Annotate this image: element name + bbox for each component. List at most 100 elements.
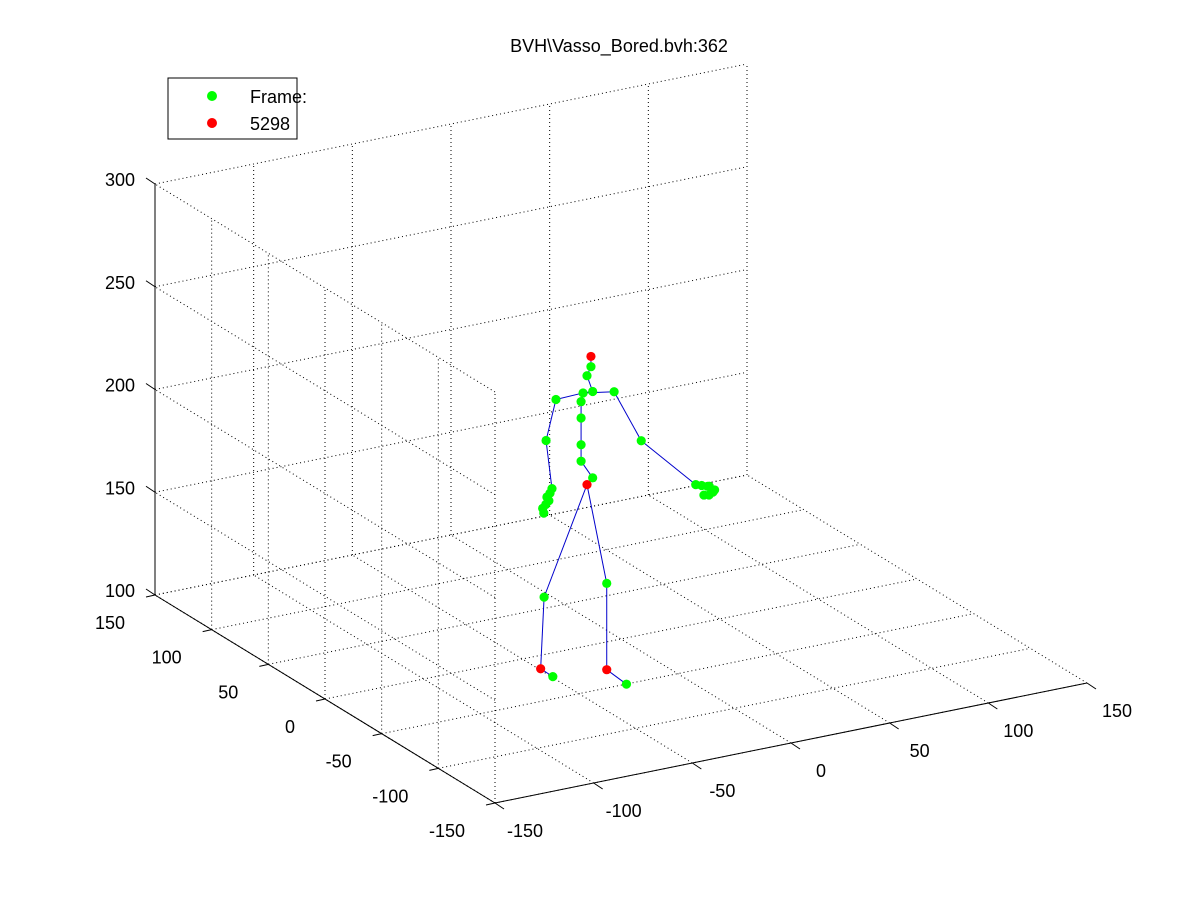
x-tick-label: 0 — [816, 761, 826, 781]
grid-line — [154, 389, 496, 598]
grid-line — [324, 578, 918, 700]
skeleton-bone — [555, 392, 584, 400]
joint-point — [541, 435, 551, 446]
y-tick-label: 50 — [218, 682, 238, 702]
point-layer — [536, 351, 720, 689]
y-tick-label: -150 — [429, 821, 465, 841]
joint-point — [539, 508, 549, 518]
grid-line — [450, 534, 792, 744]
grid-line — [268, 543, 861, 665]
root-joint-point — [536, 664, 546, 674]
x-tick — [692, 762, 702, 770]
joint-point — [586, 362, 596, 372]
joint-point — [551, 394, 561, 405]
x-tick — [988, 702, 998, 710]
x-tick — [790, 742, 801, 750]
joint-point — [576, 440, 586, 450]
joint-point — [602, 578, 612, 588]
joint-point — [609, 387, 619, 397]
grid-line — [211, 509, 804, 631]
x-tick-label: -150 — [507, 821, 543, 841]
legend: Frame: 5298 — [167, 77, 307, 140]
z-tick — [145, 280, 156, 288]
joint-point — [710, 485, 720, 495]
z-tick-label: 200 — [105, 376, 135, 396]
grid-line — [154, 63, 748, 185]
joint-point — [699, 490, 709, 500]
bone-layer — [540, 356, 697, 685]
grid-line — [352, 554, 693, 764]
y-tick — [145, 594, 156, 598]
joint-point — [621, 679, 632, 689]
x-tick-label: -100 — [606, 801, 642, 821]
root-joint-point — [582, 480, 592, 490]
z-tick — [145, 485, 156, 493]
y-tick — [485, 802, 496, 806]
skeleton-bone — [583, 391, 615, 394]
joint-point — [539, 592, 549, 602]
z-tick — [145, 383, 156, 390]
y-tick — [315, 698, 326, 702]
grid-line — [381, 613, 974, 735]
joint-point — [588, 386, 598, 397]
legend-marker-5298 — [207, 118, 217, 128]
grid-line — [154, 286, 496, 496]
joint-point — [548, 672, 558, 682]
joint-point — [576, 396, 586, 407]
skeleton-bone — [545, 399, 557, 441]
root-joint-point — [602, 665, 612, 675]
skeleton-bone — [540, 597, 545, 669]
x-tick-label: 50 — [910, 741, 930, 761]
skeleton-bone — [545, 440, 553, 489]
joint-point — [578, 388, 588, 398]
z-tick — [145, 588, 156, 596]
joint-point — [576, 413, 586, 423]
root-joint-point — [586, 351, 596, 362]
x-tick-label: 150 — [1102, 701, 1132, 721]
legend-marker-frame — [207, 91, 217, 101]
grid-line — [648, 494, 989, 704]
y-tick — [372, 733, 382, 737]
y-tick-label: -100 — [372, 786, 408, 806]
y-tick-label: 0 — [285, 717, 295, 737]
skeleton-bone — [613, 391, 642, 441]
y-tick-label: 100 — [152, 648, 182, 668]
legend-label-5298: 5298 — [250, 114, 290, 134]
grid-layer — [154, 63, 1088, 804]
chart-title: BVH\Vasso_Bored.bvh:362 — [510, 36, 728, 57]
x-tick-label: 100 — [1003, 721, 1033, 741]
grid-line — [438, 647, 1031, 769]
x-tick — [494, 802, 505, 810]
skeleton-bone — [543, 484, 588, 598]
joint-point — [636, 436, 646, 446]
z-tick-label: 100 — [105, 581, 135, 601]
y-tick-label: -50 — [326, 752, 352, 772]
grid-line — [154, 183, 496, 393]
grid-line — [154, 269, 748, 390]
y-tick — [429, 767, 439, 771]
grid-line — [154, 474, 748, 596]
x-tick — [889, 722, 899, 730]
y-tick-label: 150 — [95, 613, 125, 633]
joint-point — [576, 456, 586, 466]
joint-point — [582, 371, 592, 381]
axis-layer: -150 -100 -50 0 50 100 150 -150 -100 -50 0 50 100 150… — [95, 170, 1132, 841]
grid-line — [154, 166, 748, 288]
z-tick-label: 300 — [105, 170, 135, 190]
skeleton-bone — [640, 440, 697, 486]
skeleton-bone — [586, 484, 608, 584]
grid-line — [549, 514, 890, 724]
grid-line — [154, 491, 496, 701]
z-tick — [145, 177, 156, 185]
x-tick-label: -50 — [709, 781, 735, 801]
x-tick — [593, 782, 603, 790]
z-tick-label: 150 — [105, 478, 135, 498]
y-tick — [202, 629, 212, 633]
joint-point — [588, 473, 598, 483]
x-tick — [1086, 682, 1097, 690]
legend-box — [167, 77, 298, 140]
y-tick — [259, 663, 269, 667]
z-tick-label: 250 — [105, 273, 135, 293]
